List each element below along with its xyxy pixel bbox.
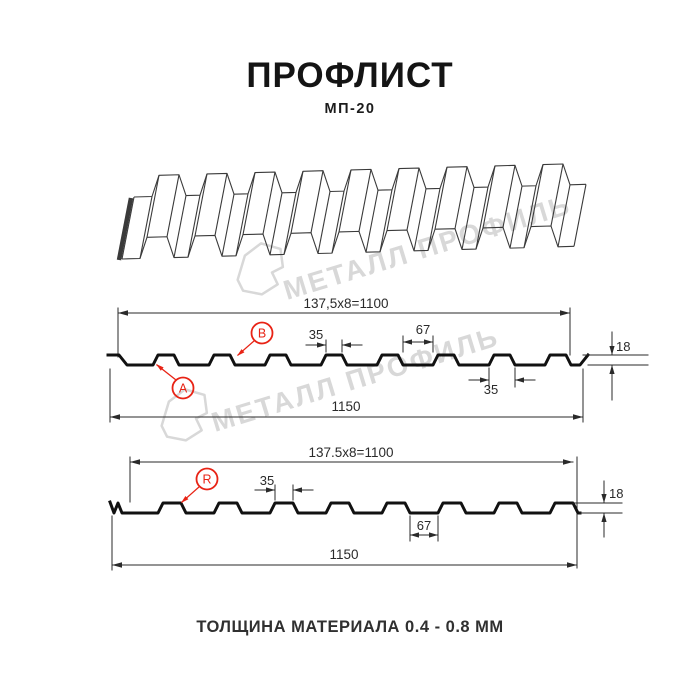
arrowhead (573, 414, 583, 420)
page-title: ПРОФЛИСТ (246, 56, 454, 95)
lower-profile-path (108, 500, 582, 515)
arrowhead (560, 310, 570, 316)
upper-module-dimension (117, 307, 571, 358)
lower-profile-height-label: 18 (609, 486, 623, 501)
lower-module-width-label: 137.5x8=1100 (309, 445, 394, 460)
arrowhead (609, 365, 615, 374)
callout-b: B (237, 321, 274, 356)
upper-height-dimension (582, 331, 649, 401)
arrowhead (317, 342, 326, 348)
lower-overall-width-label: 1150 (329, 547, 358, 562)
arrowhead (410, 532, 419, 538)
arrowhead (601, 494, 607, 503)
upper-section-diagram: 137,5x8=1100 35 67 18 (106, 296, 649, 423)
upper-profile-path (106, 352, 591, 367)
arrowhead (110, 414, 120, 420)
arrowhead (130, 459, 140, 465)
arrowhead (429, 532, 438, 538)
arrowhead (181, 496, 189, 503)
profile-model-subtitle: МП-20 (324, 101, 376, 117)
arrowhead (480, 377, 489, 383)
material-thickness-note: ТОЛЩИНА МАТЕРИАЛА 0.4 - 0.8 ММ (196, 618, 504, 636)
arrowhead (515, 377, 524, 383)
upper-rib-bottom-dimension (468, 367, 536, 388)
arrowhead (237, 349, 245, 356)
callout-a: A (156, 364, 195, 400)
upper-rib-bottom-width-label: 35 (484, 382, 498, 397)
arrowhead (563, 459, 573, 465)
watermark-lower: МЕТАЛЛ ПРОФИЛЬ (160, 321, 503, 442)
arrowhead (567, 562, 577, 568)
lower-rib-top-width-label: 35 (260, 473, 274, 488)
brand-logo-icon (236, 242, 285, 296)
callout-r: R (181, 467, 219, 503)
arrowhead (156, 364, 164, 371)
lower-overall-dimension (111, 515, 578, 571)
arrowhead (112, 562, 122, 568)
upper-overall-width-label: 1150 (331, 399, 360, 414)
lower-valley-width-label: 67 (417, 518, 431, 533)
arrowhead (118, 310, 128, 316)
upper-overall-dimension (109, 368, 584, 423)
arrowhead (424, 339, 433, 345)
arrowhead (266, 487, 275, 493)
sheet-3d-view (116, 163, 587, 261)
arrowhead (293, 487, 302, 493)
upper-rib-top-width-label: 35 (309, 327, 323, 342)
callout-a-label: A (179, 382, 188, 396)
upper-profile-height-label: 18 (616, 339, 630, 354)
watermark-brand-text: МЕТАЛЛ ПРОФИЛЬ (280, 189, 575, 306)
arrowhead (403, 339, 412, 345)
arrowhead (601, 513, 607, 522)
arrowhead (609, 346, 615, 355)
watermark-upper: МЕТАЛЛ ПРОФИЛЬ (236, 189, 575, 306)
upper-module-width-label: 137,5x8=1100 (304, 296, 389, 311)
callout-r-label: R (202, 473, 211, 487)
upper-valley-width-label: 67 (416, 322, 430, 337)
arrowhead (342, 342, 351, 348)
callout-b-label: B (258, 327, 266, 341)
lower-section-diagram: 137.5x8=1100 35 67 18 (108, 445, 623, 571)
